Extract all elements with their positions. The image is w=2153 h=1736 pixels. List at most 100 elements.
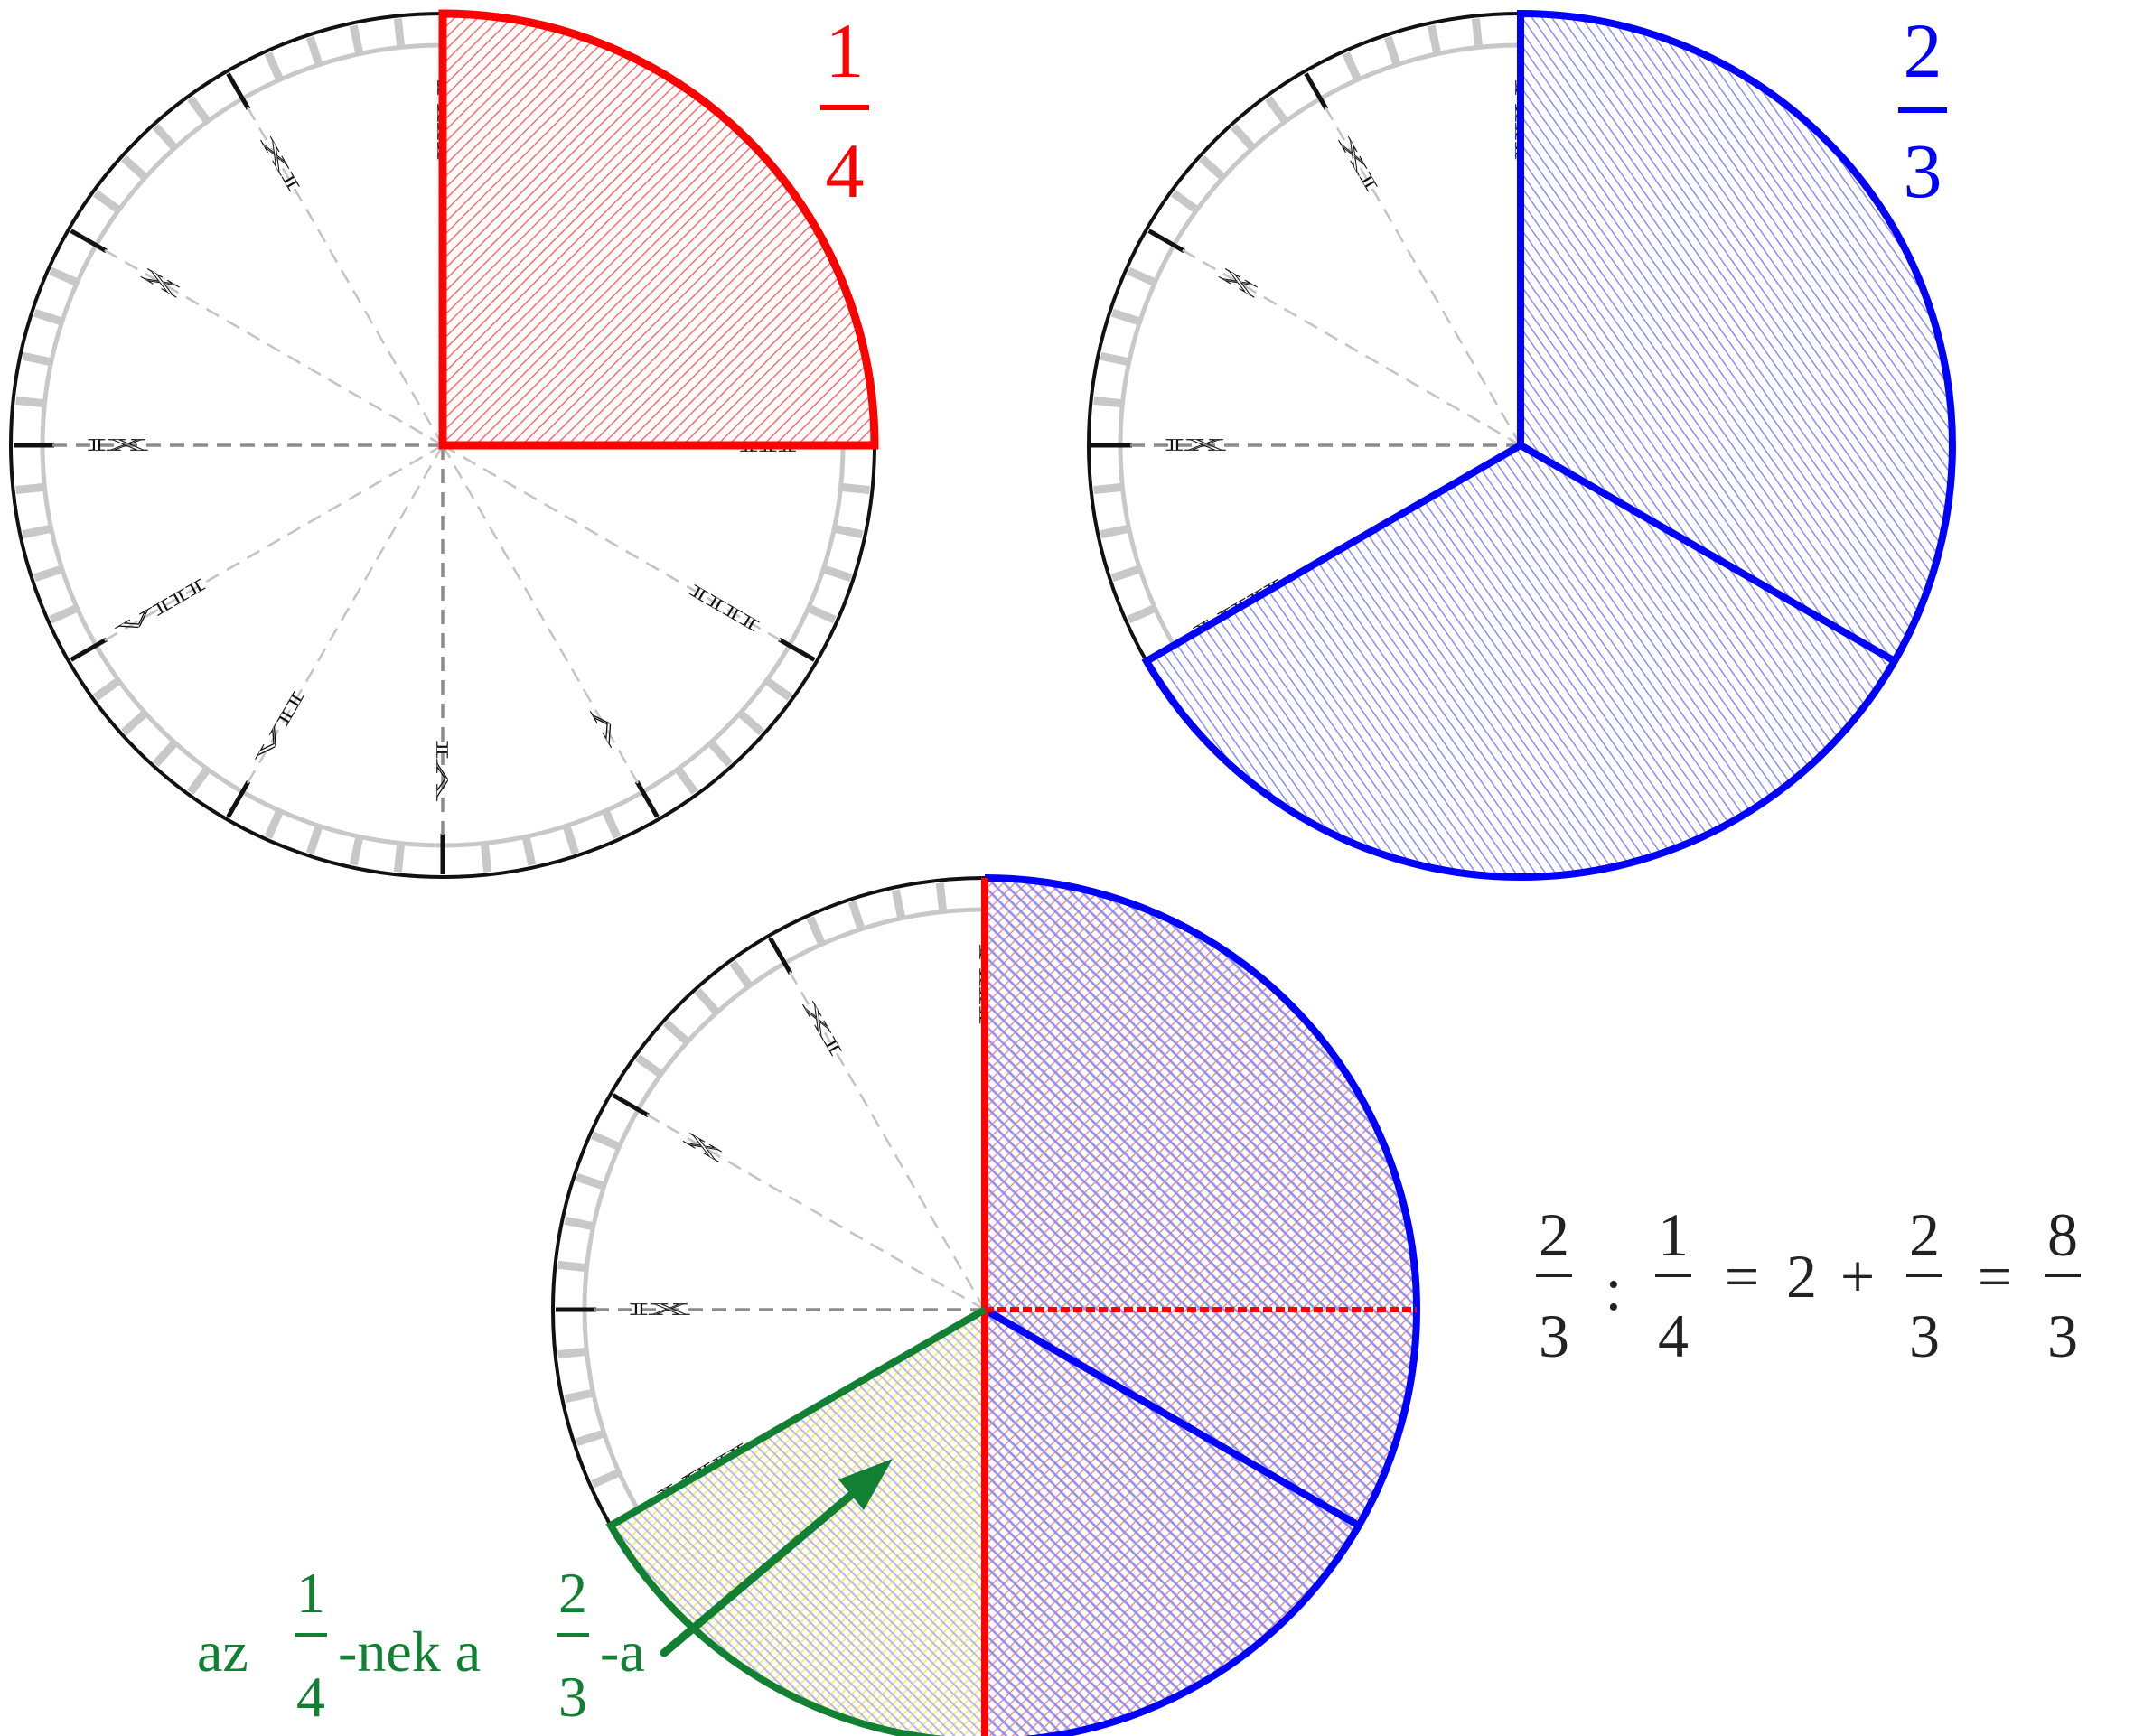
eq-c-numerator: 2	[1909, 1200, 1940, 1269]
minute-tick	[1265, 96, 1288, 124]
fraction-two-thirds: 2 3	[1898, 7, 1947, 214]
hour-tick	[1304, 72, 1329, 110]
minute-tick	[152, 123, 178, 151]
minute-tick	[15, 396, 44, 408]
minute-tick	[1342, 51, 1362, 81]
fraction-one-quarter: 1 4	[820, 7, 869, 214]
hour-tick	[226, 72, 251, 110]
minute-tick	[562, 825, 580, 855]
minute-tick	[15, 482, 44, 495]
quarter-denominator: 4	[826, 127, 865, 214]
eq-d-numerator: 8	[2047, 1200, 2078, 1269]
annotation-f2-denominator: 3	[558, 1665, 587, 1729]
minute-tick	[1100, 351, 1129, 367]
annotation-f2-numerator: 2	[558, 1561, 587, 1625]
minute-tick	[1127, 604, 1156, 624]
radial-guide	[242, 100, 445, 446]
minute-tick	[120, 154, 148, 181]
minute-tick	[729, 960, 753, 988]
minute-tick	[675, 767, 698, 795]
hour-tick	[634, 780, 660, 818]
quarter-sector-fill	[438, 9, 879, 450]
two-thirds-denominator: 3	[1904, 127, 1942, 214]
minute-tick	[935, 882, 948, 911]
minute-tick	[1198, 154, 1226, 181]
eq-plus: +	[1840, 1242, 1875, 1311]
minute-tick	[591, 1469, 621, 1489]
one-sixth-boundary	[605, 1306, 987, 1736]
minute-tick	[1471, 18, 1484, 47]
radial-guide	[1320, 100, 1522, 446]
minute-tick	[1171, 190, 1199, 213]
equation: 2 3 : 1 4 = 2 + 2 3 = 8 3	[1536, 1200, 2081, 1370]
hour-tick	[226, 780, 251, 818]
minute-tick	[521, 836, 537, 866]
combined-blue-arc	[984, 874, 1421, 1527]
minute-tick	[120, 710, 148, 736]
hour-tick	[70, 229, 108, 254]
minute-tick	[1383, 35, 1401, 66]
minute-tick	[33, 565, 63, 583]
hour-tick	[1147, 229, 1185, 254]
annotation-label: az 1 4 -nek a 2 3 -a	[197, 1561, 645, 1729]
two-thirds-divider	[1519, 442, 1896, 665]
clock-one-quarter: XIIIIIIIIIIIIVVIVIIVIIIIXXXI 1 4	[9, 7, 879, 879]
minute-tick	[33, 308, 63, 326]
minute-tick	[349, 836, 364, 866]
minute-tick	[834, 524, 864, 539]
minute-tick	[393, 18, 406, 47]
minute-tick	[49, 266, 79, 286]
minute-tick	[305, 35, 323, 66]
minute-tick	[1093, 482, 1122, 495]
minute-tick	[1230, 123, 1256, 151]
minute-tick	[707, 740, 734, 768]
eq-a-denominator: 3	[1539, 1302, 1569, 1370]
minute-tick	[635, 1054, 663, 1078]
minute-tick	[564, 1216, 594, 1231]
eq-b-denominator: 4	[1658, 1302, 1689, 1370]
eq-equals-1: =	[1725, 1242, 1759, 1311]
minute-tick	[557, 1347, 586, 1359]
minute-tick	[1427, 24, 1442, 54]
minute-tick	[662, 1019, 690, 1045]
minute-tick	[393, 844, 406, 873]
minute-tick	[602, 809, 622, 839]
radial-guide	[1175, 245, 1521, 447]
clock-two-thirds: XIIIIIIIIIIIIVVIVIIVIIIIXXXI 2 3	[1087, 7, 1956, 881]
hour-tick	[768, 937, 793, 975]
eq-b-numerator: 1	[1658, 1200, 1689, 1269]
minute-tick	[187, 767, 211, 795]
minute-tick	[891, 889, 906, 919]
minute-tick	[841, 482, 870, 495]
minute-tick	[49, 604, 79, 624]
radial-guide	[242, 444, 445, 790]
minute-tick	[822, 565, 853, 583]
combined-blue-arc-lower	[1023, 1523, 1362, 1736]
eq-a-numerator: 2	[1539, 1200, 1569, 1269]
minute-tick	[349, 24, 364, 54]
minute-tick	[305, 825, 323, 855]
annotation-suffix: -a	[600, 1619, 645, 1684]
clock-combined: XIIIIIIIIIIIIVVIVIIVIIIIXXXI	[551, 874, 1421, 1736]
minute-tick	[264, 809, 284, 839]
eq-d-denominator: 3	[2047, 1302, 2078, 1370]
minute-tick	[807, 604, 837, 624]
minute-tick	[564, 1388, 594, 1404]
minute-tick	[22, 524, 51, 539]
minute-tick	[264, 51, 284, 81]
minute-tick	[480, 844, 492, 873]
eq-divide-sign: :	[1605, 1255, 1623, 1323]
minute-tick	[737, 710, 765, 736]
radial-guide	[640, 1109, 986, 1311]
one-sixth-sector-fill	[611, 1310, 985, 1736]
minute-tick	[764, 677, 792, 701]
minute-tick	[1110, 565, 1141, 583]
radial-guide	[98, 443, 444, 646]
eq-whole: 2	[1786, 1242, 1817, 1311]
minute-tick	[22, 351, 51, 367]
minute-tick	[1093, 396, 1122, 408]
annotation-prefix: az	[197, 1619, 248, 1684]
minute-tick	[694, 987, 720, 1015]
minute-tick	[1127, 266, 1156, 286]
